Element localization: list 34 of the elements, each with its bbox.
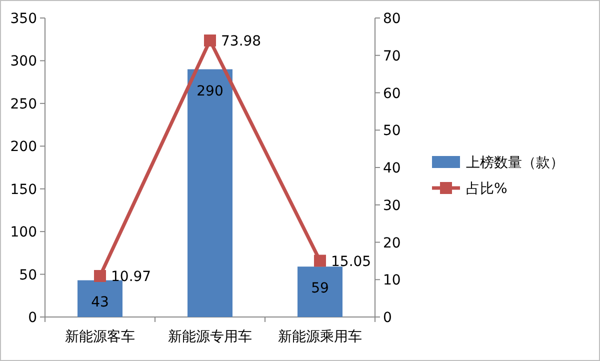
- x-tick-label: 新能源客车: [65, 329, 135, 345]
- data-label: 290: [196, 83, 224, 100]
- data-label: 15.05: [331, 254, 372, 270]
- y2-tick-label: 40: [383, 160, 401, 176]
- y2-tick-label: 70: [383, 48, 401, 64]
- data-label: 73.98: [221, 34, 262, 50]
- y-tick-label: 0: [28, 310, 37, 326]
- y-tick-label: 350: [10, 11, 37, 27]
- y-tick-label: 150: [10, 182, 37, 198]
- y2-tick-label: 80: [383, 11, 401, 27]
- point: [314, 254, 326, 267]
- y2-tick-label: 60: [383, 86, 401, 102]
- data-label: 10.97: [111, 269, 152, 285]
- bar: [188, 69, 232, 317]
- point: [204, 34, 216, 46]
- y2-tick-label: 10: [383, 272, 401, 289]
- bar: [298, 266, 342, 317]
- legend-label: 上榜数量（款）: [466, 155, 564, 171]
- data-label: 43: [91, 294, 109, 310]
- y2-tick-label: 30: [383, 198, 401, 214]
- y2-tick-label: 20: [383, 235, 401, 252]
- x-tick-label: 新能源专用车: [168, 329, 252, 345]
- y-tick-label: 250: [10, 96, 37, 112]
- y-tick-label: 300: [10, 54, 37, 70]
- legend-label: 占比%: [466, 181, 508, 197]
- data-label: 59: [311, 280, 329, 297]
- y-tick-label: 50: [19, 267, 37, 284]
- bar: [78, 280, 122, 317]
- y2-tick-label: 50: [383, 123, 401, 140]
- point: [94, 270, 106, 282]
- y-tick-label: 100: [10, 224, 37, 241]
- y-tick-label: 200: [10, 139, 37, 156]
- y2-tick-label: 0: [383, 310, 392, 326]
- x-tick-label: 新能源乘用车: [278, 329, 362, 345]
